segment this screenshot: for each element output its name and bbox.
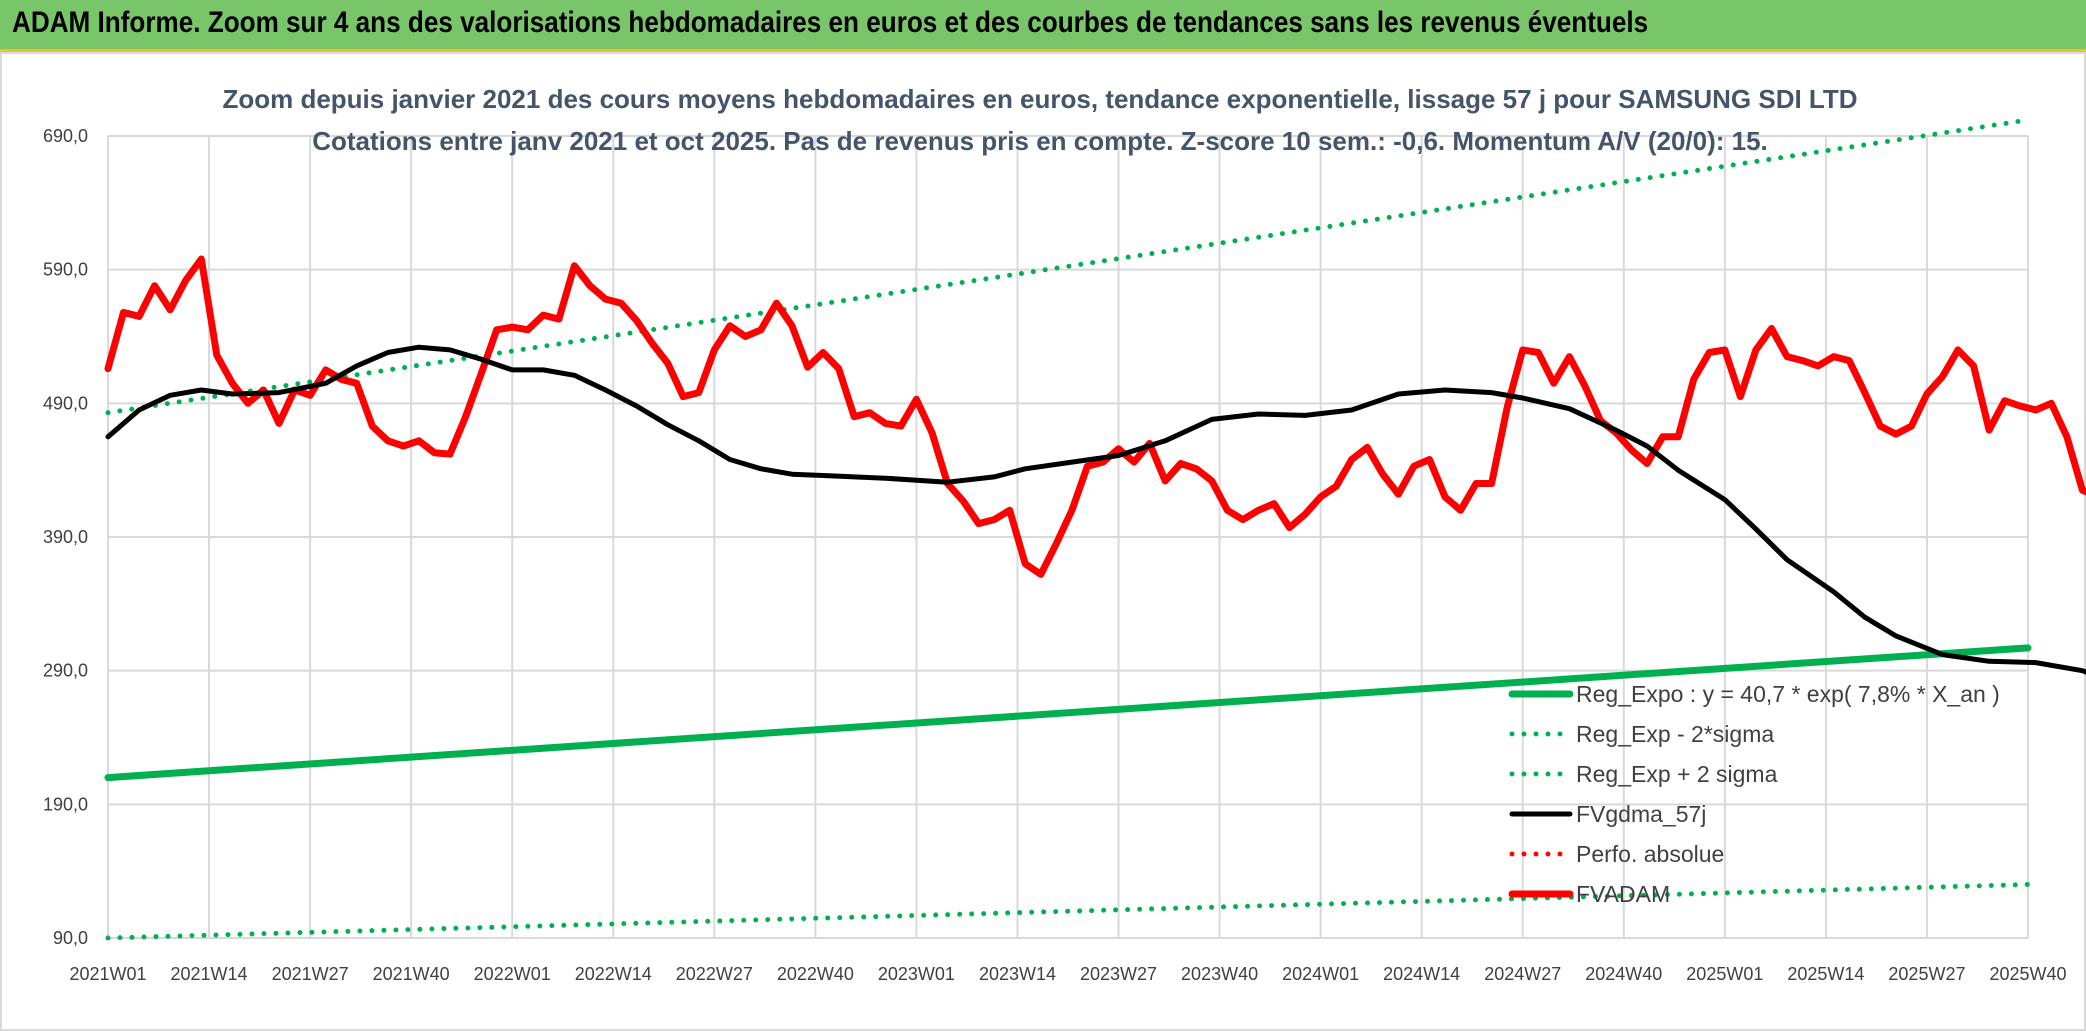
banner-title: ADAM Informe. Zoom sur 4 ans des valoris… bbox=[12, 6, 1649, 39]
x-tick-label: 2024W27 bbox=[1484, 964, 1561, 984]
y-tick-label: 290,0 bbox=[43, 661, 88, 681]
legend-label: FVADAM bbox=[1576, 881, 1670, 907]
x-tick-label: 2021W27 bbox=[272, 964, 349, 984]
legend-label: Reg_Exp + 2 sigma bbox=[1576, 761, 1778, 787]
chart-subtitle: Cotations entre janv 2021 et oct 2025. P… bbox=[312, 126, 1768, 156]
x-tick-label: 2024W40 bbox=[1585, 964, 1662, 984]
x-tick-label: 2021W14 bbox=[171, 964, 248, 984]
y-tick-label: 490,0 bbox=[43, 393, 88, 413]
x-tick-label: 2023W14 bbox=[979, 964, 1056, 984]
x-axis: 2021W01 2021W14 2021W27 2021W40 2022W01 2022W… bbox=[69, 964, 2066, 984]
series-reg-exp-2-sigma bbox=[105, 882, 2031, 941]
y-tick-label: 390,0 bbox=[43, 527, 88, 547]
x-tick-label: 2025W14 bbox=[1787, 964, 1864, 984]
x-tick-label: 2021W01 bbox=[69, 964, 146, 984]
series-reg-exp-2-sigma bbox=[105, 117, 2031, 416]
legend-label: Perfo. absolue bbox=[1576, 841, 1724, 867]
x-tick-label: 2024W01 bbox=[1282, 964, 1359, 984]
x-tick-label: 2024W14 bbox=[1383, 964, 1460, 984]
x-tick-label: 2025W01 bbox=[1686, 964, 1763, 984]
series-fvadam bbox=[104, 255, 2086, 578]
grid-layer bbox=[107, 135, 2029, 939]
x-tick-label: 2025W27 bbox=[1888, 964, 1965, 984]
series-fvgdma-57j bbox=[105, 344, 2086, 675]
x-tick-label: 2023W01 bbox=[878, 964, 955, 984]
series-layer bbox=[104, 117, 2086, 941]
legend-label: Reg_Expo : y = 40,7 * exp( 7,8% * X_an ) bbox=[1576, 681, 2000, 707]
series-reg-expo-y-40-7-exp-7-8-x-an bbox=[104, 644, 2032, 782]
chart-area bbox=[0, 52, 2086, 1031]
y-tick-label: 590,0 bbox=[43, 260, 88, 280]
chart-title: Zoom depuis janvier 2021 des cours moyen… bbox=[222, 84, 1857, 114]
x-tick-label: 2021W40 bbox=[373, 964, 450, 984]
legend-label: Reg_Exp - 2*sigma bbox=[1576, 721, 1774, 747]
x-tick-label: 2025W40 bbox=[1989, 964, 2066, 984]
x-tick-label: 2022W14 bbox=[575, 964, 652, 984]
y-tick-label: 190,0 bbox=[43, 794, 88, 814]
y-axis: 90,0 190,0 290,0 390,0 490,0 590,0 690,0 bbox=[43, 126, 88, 948]
x-tick-label: 2022W40 bbox=[777, 964, 854, 984]
title-banner: ADAM Informe. Zoom sur 4 ans des valoris… bbox=[0, 0, 2086, 52]
y-tick-label: 690,0 bbox=[43, 126, 88, 146]
legend-label: FVgdma_57j bbox=[1576, 801, 1706, 827]
x-tick-label: 2023W27 bbox=[1080, 964, 1157, 984]
legend: Reg_Expo : y = 40,7 * exp( 7,8% * X_an )… bbox=[1508, 681, 2000, 907]
x-tick-label: 2022W01 bbox=[474, 964, 551, 984]
x-tick-label: 2023W40 bbox=[1181, 964, 1258, 984]
y-tick-label: 90,0 bbox=[53, 928, 88, 948]
x-tick-label: 2022W27 bbox=[676, 964, 753, 984]
